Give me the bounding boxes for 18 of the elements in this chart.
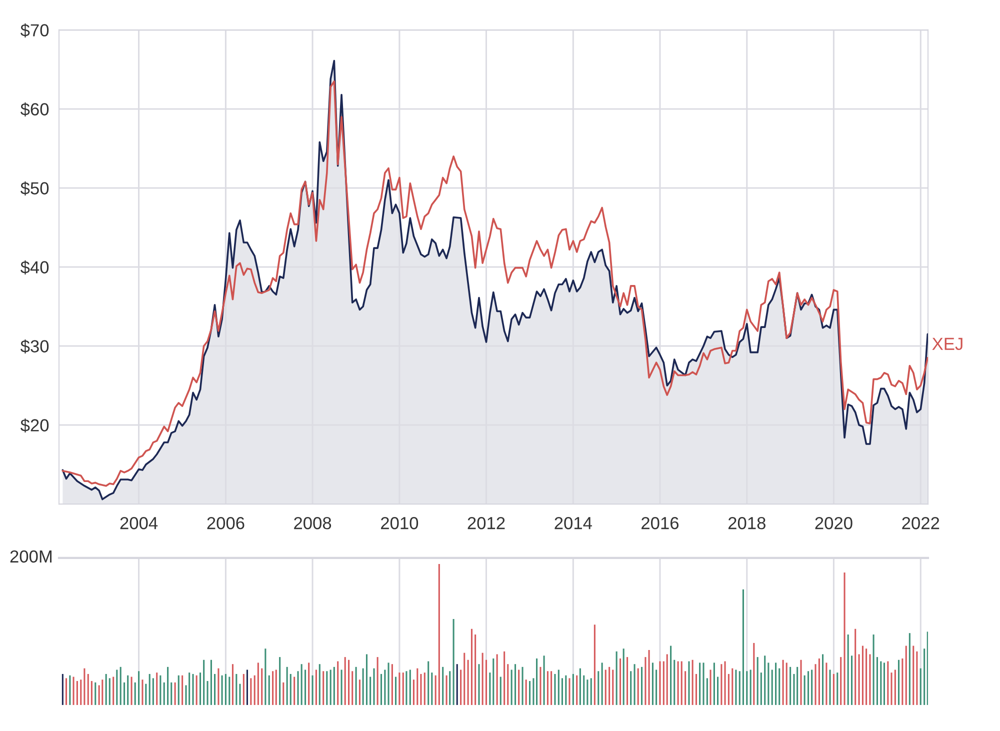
y-tick-label: $60 bbox=[20, 102, 49, 116]
series-label: XEJ bbox=[932, 338, 962, 350]
y-tick-label: $30 bbox=[20, 339, 49, 354]
y-tick-label: $70 bbox=[20, 23, 49, 38]
x-tick-label: 2012 bbox=[468, 516, 505, 530]
x-tick-label: 2014 bbox=[554, 516, 592, 530]
x-tick-label: 2004 bbox=[120, 516, 158, 530]
x-tick-label: 2016 bbox=[642, 516, 679, 530]
y-tick-label: $40 bbox=[20, 260, 49, 274]
y-tick-label: $50 bbox=[20, 181, 49, 196]
x-tick-label: 2006 bbox=[207, 516, 244, 530]
x-tick-label: 2008 bbox=[294, 516, 332, 530]
x-tick-label: 2010 bbox=[381, 516, 418, 530]
x-tick-label: 2018 bbox=[728, 516, 766, 530]
y-tick-label: $20 bbox=[20, 418, 49, 433]
x-tick-label: 2022 bbox=[902, 516, 940, 530]
x-tick-label: 2020 bbox=[815, 516, 852, 530]
text: 200M bbox=[10, 550, 52, 563]
